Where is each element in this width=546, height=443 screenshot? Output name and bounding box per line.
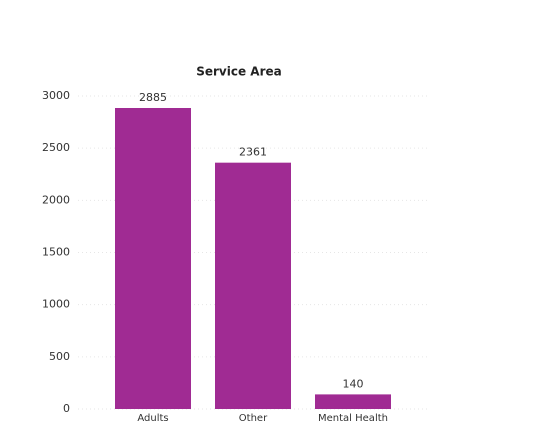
y-tick-label: 0 [63, 402, 70, 415]
y-tick-label: 3000 [42, 89, 70, 102]
bar [215, 162, 291, 409]
data-label: 2361 [239, 146, 267, 159]
data-label: 140 [343, 377, 364, 390]
data-label: 2885 [139, 91, 167, 104]
x-tick-label: Mental Health [318, 413, 388, 424]
x-tick-label: Other [239, 413, 268, 424]
y-tick-label: 1500 [42, 246, 70, 259]
bar [315, 394, 391, 409]
y-tick-label: 2500 [42, 141, 70, 154]
x-tick-label: Adults [137, 413, 168, 424]
bar [115, 107, 191, 409]
chart-title: Service Area [196, 65, 282, 79]
y-tick-label: 500 [49, 350, 70, 363]
y-tick-label: 1000 [42, 298, 70, 311]
y-tick-label: 2000 [42, 193, 70, 206]
